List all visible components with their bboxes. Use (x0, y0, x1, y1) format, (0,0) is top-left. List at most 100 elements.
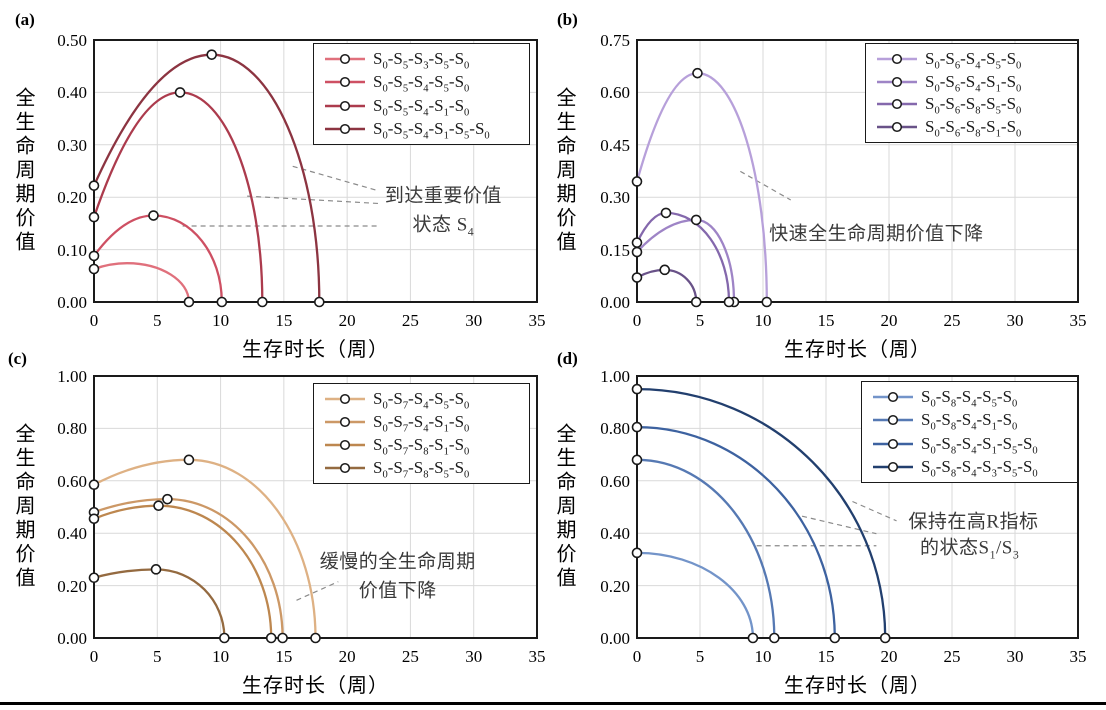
data-point-marker (879, 632, 891, 644)
y-axis-title: 全生命周期价值 (12, 423, 34, 591)
data-point-marker (631, 383, 643, 395)
annotation-text: 缓慢的全生命周期 (319, 551, 476, 573)
legend-item: S0-S7-S4-S5-S0 (324, 389, 527, 411)
x-axis-title: 生存时长（周） (242, 339, 389, 361)
y-tick-label: 0.30 (600, 188, 630, 208)
legend-label: S0-S6-S4-S5-S0 (925, 48, 1022, 72)
x-tick-label: 10 (754, 311, 772, 330)
x-tick-label: 25 (401, 311, 419, 330)
legend-marker-icon (325, 416, 365, 428)
x-tick-label: 5 (153, 311, 162, 330)
y-tick-label: 0.60 (600, 471, 630, 491)
data-point-marker (660, 207, 672, 219)
curve-S0-S7-S4-S1-S0 (93, 497, 284, 639)
y-tick-label: 0.60 (57, 471, 87, 491)
annotation-text: 价值下降 (358, 580, 437, 602)
y-tick-label: 1.00 (600, 367, 630, 386)
data-point-marker (174, 87, 186, 98)
x-tick-label: 0 (89, 647, 99, 666)
data-point-marker (219, 632, 230, 644)
data-point-marker (313, 296, 325, 308)
curve-S0-S6-S8-S5-S0 (635, 211, 731, 303)
y-tick-label: 0.45 (600, 135, 630, 155)
x-tick-label: 0 (89, 311, 99, 330)
x-tick-label: 15 (275, 311, 293, 330)
curve-S0-S8-S4-S5-S0 (636, 551, 755, 639)
curve-S0-S5-S3-S5-S0 (93, 262, 191, 303)
y-tick-label: 1.00 (57, 367, 87, 386)
legend-marker-icon (877, 122, 917, 133)
x-tick-label: 20 (880, 311, 898, 330)
legend-label: S0-S5-S3-S5-S0 (373, 49, 470, 72)
x-tick-label: 30 (465, 311, 483, 330)
x-axis-title: 生存时长（周） (784, 675, 931, 697)
data-point-marker (216, 296, 228, 308)
annotation-leader-line (852, 500, 897, 522)
legend-item: S0-S5-S4-S1-S0 (324, 95, 527, 118)
legend-item: S0-S8-S4-S1-S5-S0 (872, 433, 1075, 456)
x-tick-label: 10 (212, 647, 230, 666)
legend-label: S0-S5-S4-S1-S5-S0 (373, 118, 490, 142)
annotation-text: 的状态S1/S3 (920, 537, 1020, 561)
data-point-marker (310, 632, 321, 644)
data-point-marker (265, 632, 277, 644)
legend-item: S0-S8-S4-S5-S0 (872, 387, 1075, 409)
legend-(c): S0-S7-S4-S5-S0 S0-S7-S4-S1-S0 S0-S7-S8-S1-… (313, 383, 530, 484)
x-tick-label: 5 (695, 647, 705, 666)
y-tick-label: 0.20 (57, 188, 87, 208)
legend-marker-icon (873, 438, 913, 449)
y-axis-title: 全生命周期价值 (553, 87, 575, 255)
annotation-text: 快速全生命周期价值下降 (769, 223, 984, 245)
legend-label: S0-S8-S4-S3-S5-S0 (921, 456, 1038, 480)
legend-label: S0-S5-S4-S1-S0 (373, 95, 470, 118)
data-point-marker (747, 632, 759, 644)
legend-item: S0-S6-S4-S1-S0 (876, 72, 1075, 94)
y-tick-label: 0.30 (57, 135, 87, 155)
data-point-marker (183, 454, 195, 466)
y-axis-title: 全生命周期价值 (12, 87, 34, 255)
data-point-marker (88, 211, 100, 223)
data-point-marker (631, 421, 643, 433)
legend-label: S0-S5-S4-S5-S0 (373, 72, 470, 95)
legend-marker-icon (877, 53, 917, 64)
data-point-marker (829, 632, 841, 644)
y-tick-label: 0.20 (57, 576, 87, 596)
x-tick-label: 20 (338, 311, 356, 330)
x-tick-label: 5 (153, 647, 162, 666)
annotation-text: 到达重要价值 (384, 185, 502, 207)
y-tick-label: 0.40 (57, 524, 87, 544)
data-point-marker (88, 250, 100, 262)
y-tick-label: 0.75 (600, 31, 630, 50)
legend-item: S0-S6-S8-S5-S0 (876, 94, 1075, 117)
legend-label: S0-S7-S8-S5-S0 (373, 458, 470, 481)
legend-item: S0-S5-S4-S5-S0 (324, 72, 527, 95)
legend-marker-icon (325, 462, 365, 474)
x-tick-label: 15 (275, 647, 293, 666)
y-tick-label: 0.00 (600, 629, 630, 648)
data-point-marker (692, 67, 703, 79)
legend-(d): S0-S8-S4-S5-S0 S0-S8-S4-S1-S0 S0-S8-S4-S1-… (861, 381, 1078, 483)
x-tick-label: 35 (528, 311, 546, 330)
plot-area-border-(b) (636, 39, 1079, 303)
legend-marker-icon (873, 461, 913, 472)
x-tick-label: 10 (212, 311, 230, 330)
annotation-leader-line (292, 165, 379, 192)
y-axis-title: 全生命周期价值 (553, 423, 575, 591)
bottom-rule (0, 702, 1106, 705)
x-tick-label: 25 (943, 311, 961, 330)
legend-item: S0-S7-S4-S1-S0 (324, 412, 527, 434)
x-axis-title: 生存时长（周） (784, 339, 931, 361)
panel-label-(c): (c) (8, 349, 27, 368)
curve-S0-S6-S4-S1-S0 (636, 218, 736, 303)
legend-item: S0-S7-S8-S1-S0 (324, 435, 527, 457)
data-point-marker (206, 49, 218, 60)
legend-label: S0-S8-S4-S1-S5-S0 (921, 433, 1038, 456)
y-tick-label: 0.00 (57, 629, 87, 648)
x-tick-label: 20 (338, 647, 356, 666)
curve-S0-S5-S4-S1-S0 (92, 91, 264, 303)
x-tick-label: 25 (943, 647, 961, 666)
data-point-marker (761, 296, 773, 308)
legend-marker-icon (325, 77, 365, 88)
curve-S0-S8-S4-S1-S0 (636, 458, 776, 639)
